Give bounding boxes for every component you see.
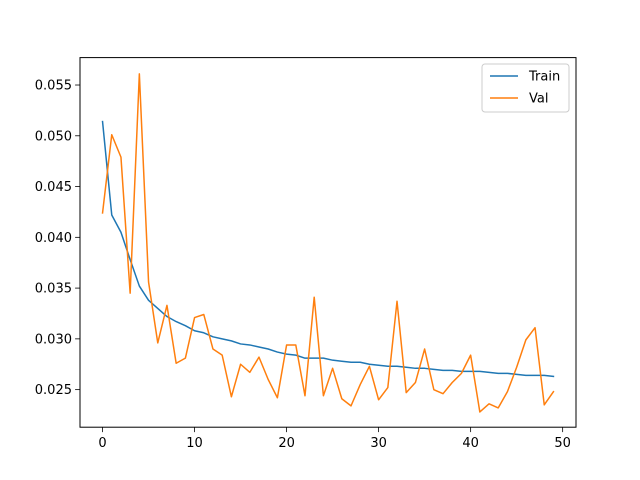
plot-lines [101, 73, 555, 413]
y-tick-label: 0.055 [35, 79, 72, 94]
x-tick-label: 50 [554, 436, 571, 451]
x-tick-label: 10 [186, 436, 203, 451]
y-tick-label: 0.045 [35, 180, 72, 195]
x-axis: 0 10 20 30 40 50 [98, 427, 571, 451]
y-tick-label: 0.035 [35, 282, 72, 297]
legend-label-train: Train [528, 70, 560, 85]
y-tick-label: 0.025 [35, 383, 72, 398]
x-tick-label: 40 [462, 436, 479, 451]
y-tick-label: 0.030 [35, 332, 72, 347]
legend: Train Val [481, 63, 570, 113]
y-axis: 0.025 0.030 0.035 0.040 0.045 0.050 0.055 [35, 79, 80, 398]
x-tick-label: 30 [370, 436, 387, 451]
x-tick-label: 0 [98, 436, 106, 451]
series-line-val [101, 73, 555, 413]
plot-frame [79, 57, 577, 428]
legend-label-val: Val [529, 92, 548, 107]
series-line-train [101, 120, 555, 378]
y-tick-label: 0.040 [35, 231, 72, 246]
y-tick-label: 0.050 [35, 129, 72, 144]
x-tick-label: 20 [278, 436, 295, 451]
